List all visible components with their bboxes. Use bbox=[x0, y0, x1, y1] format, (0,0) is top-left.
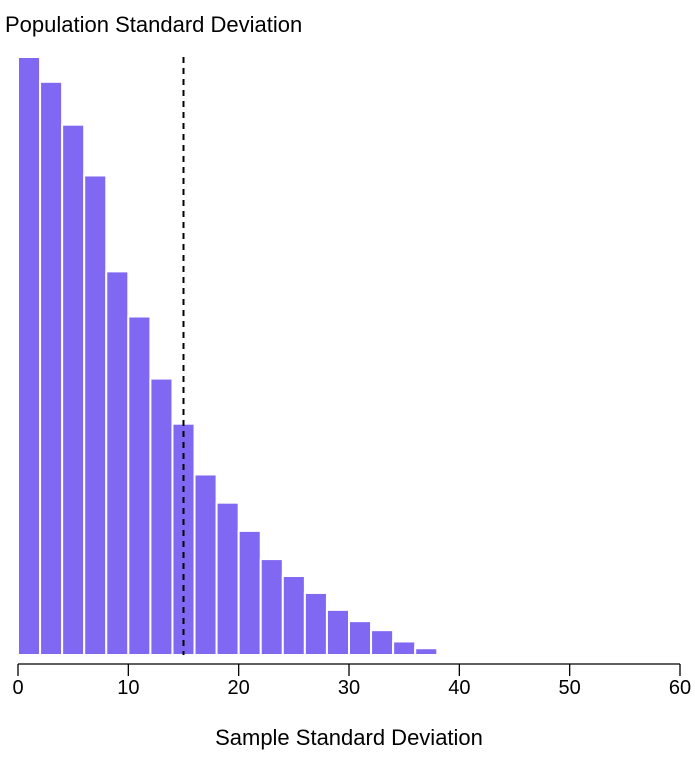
x-tick-label: 40 bbox=[448, 677, 470, 699]
histogram-bar bbox=[393, 641, 415, 655]
histogram-bar bbox=[305, 593, 327, 655]
histogram-bar bbox=[128, 317, 150, 655]
x-axis-ticks: 0 10 20 30 40 50 60 bbox=[12, 664, 691, 699]
x-tick-label: 60 bbox=[669, 677, 691, 699]
histogram-bar bbox=[261, 559, 283, 655]
x-tick-label: 20 bbox=[228, 677, 250, 699]
histogram-bar bbox=[283, 576, 305, 655]
histogram-bar bbox=[18, 57, 40, 655]
histogram-bar bbox=[239, 531, 261, 655]
histogram-bar bbox=[349, 621, 371, 655]
x-axis-label: Sample Standard Deviation bbox=[215, 725, 483, 750]
x-tick-label: 10 bbox=[117, 677, 139, 699]
chart-container: Population Standard Deviation 0 10 20 30 40 5… bbox=[0, 0, 695, 766]
histogram-bar bbox=[62, 125, 84, 655]
histogram-svg: Population Standard Deviation 0 10 20 30 40 5… bbox=[0, 0, 695, 766]
histogram-bar bbox=[40, 82, 62, 655]
histogram-bar bbox=[415, 648, 437, 655]
histogram-bar bbox=[371, 630, 393, 655]
x-tick-label: 50 bbox=[559, 677, 581, 699]
histogram-bar bbox=[327, 610, 349, 655]
histogram-bar bbox=[195, 474, 217, 655]
chart-title: Population Standard Deviation bbox=[5, 12, 302, 37]
histogram-bar bbox=[106, 271, 128, 655]
histogram-bar bbox=[217, 503, 239, 655]
x-tick-label: 30 bbox=[338, 677, 360, 699]
histogram-bar bbox=[150, 379, 172, 655]
histogram-bars bbox=[18, 57, 437, 655]
x-tick-label: 0 bbox=[12, 677, 23, 699]
histogram-bar bbox=[84, 175, 106, 655]
